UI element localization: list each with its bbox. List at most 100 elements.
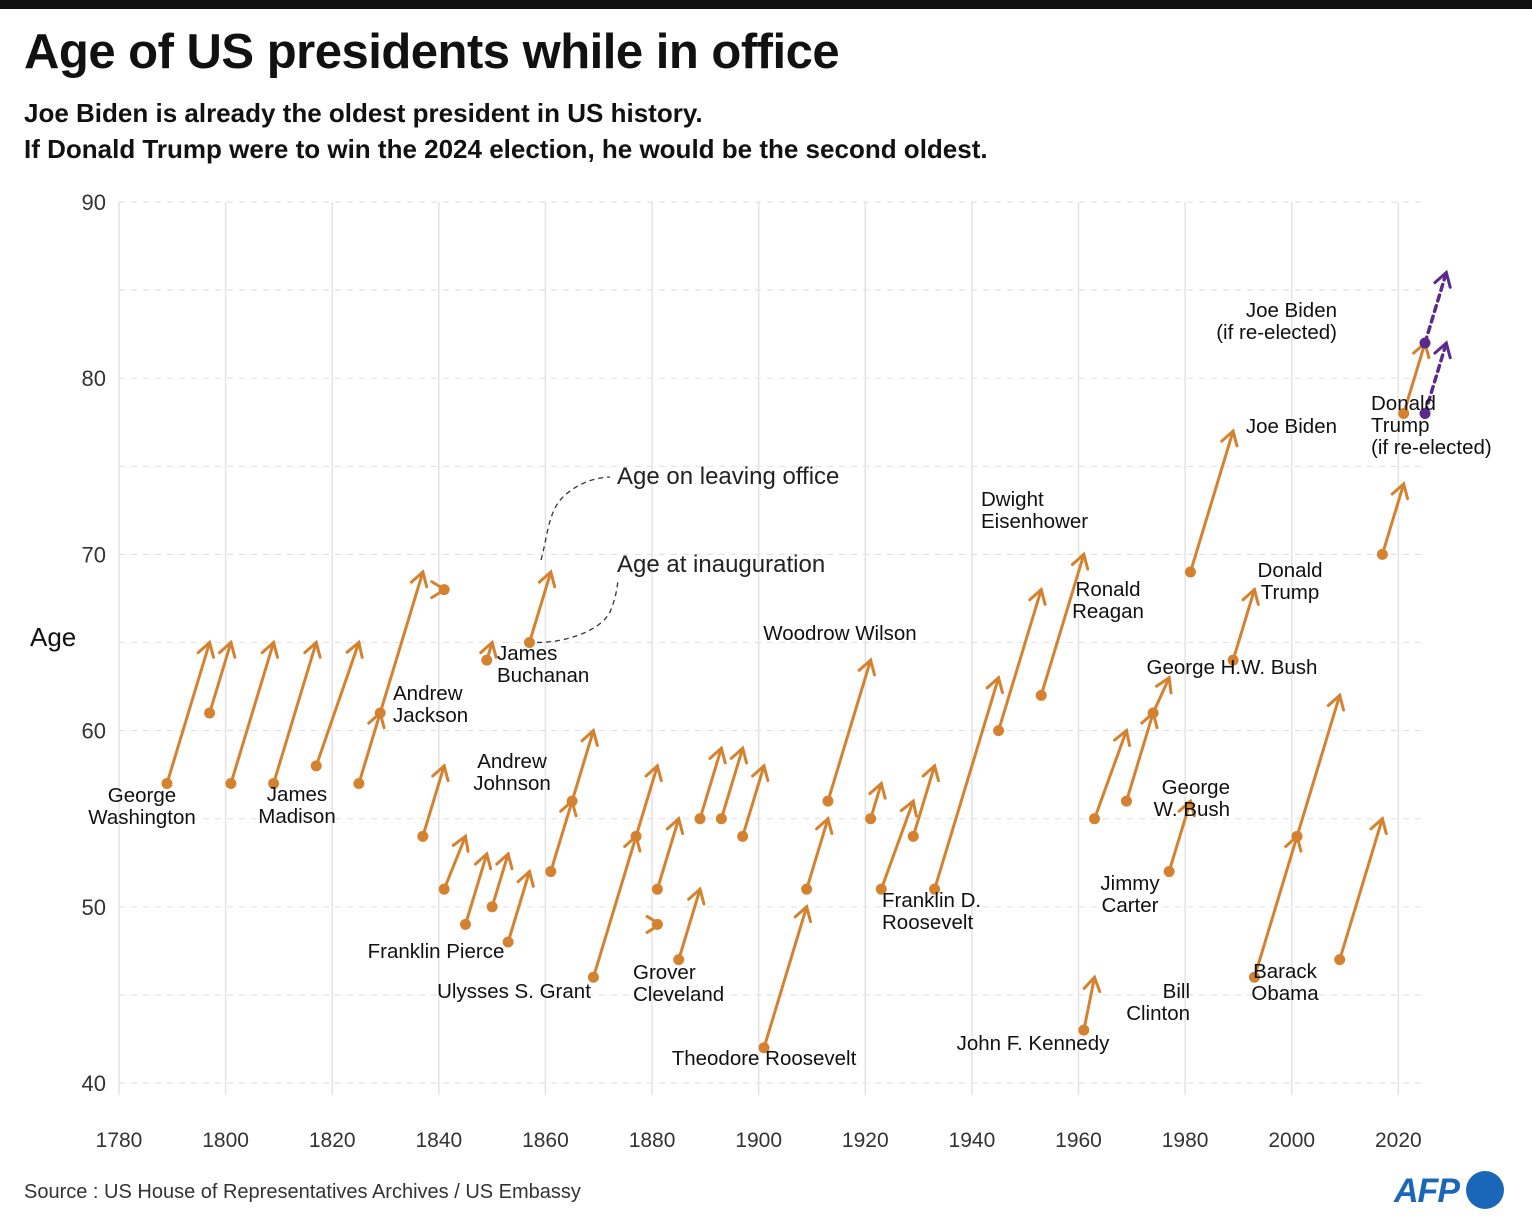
president-arrow xyxy=(417,763,450,842)
arrow-head xyxy=(1369,815,1388,835)
inauguration-dot xyxy=(545,866,557,878)
label-line: Buchanan xyxy=(497,664,589,687)
president-arrow xyxy=(479,639,498,666)
label-line: George H.W. Bush xyxy=(1147,656,1318,679)
projected-arrow xyxy=(1419,340,1452,419)
label-line: Donald xyxy=(1258,559,1323,582)
inauguration-dot xyxy=(1184,566,1196,578)
president-arrow xyxy=(630,763,663,842)
president-label: George W. Bush xyxy=(1154,776,1230,821)
arrow-shaft xyxy=(869,781,883,821)
arrow-shaft xyxy=(1423,270,1449,345)
label-line: Carter xyxy=(1102,894,1159,917)
inauguration-dot xyxy=(1419,407,1431,419)
inauguration-dot xyxy=(929,883,941,895)
inauguration-dot xyxy=(1248,971,1260,983)
arrow-shaft xyxy=(1252,834,1299,979)
president-arrow xyxy=(204,639,237,719)
president-arrow xyxy=(1227,586,1260,666)
arrow-shaft xyxy=(911,764,937,838)
president-arrow xyxy=(523,569,557,648)
president-label: Franklin Pierce xyxy=(368,940,505,963)
x-tick-label: 1920 xyxy=(842,1129,889,1152)
president-label: Joe Biden xyxy=(1246,415,1337,438)
inauguration-dot xyxy=(737,830,749,842)
label-line: W. Bush xyxy=(1154,798,1230,821)
arrow-shaft xyxy=(591,834,638,979)
president-label: Andrew Jackson xyxy=(393,682,468,727)
arrow-shaft xyxy=(357,711,382,785)
top-bar xyxy=(0,0,1532,9)
president-label: George H.W. Bush xyxy=(1147,656,1318,679)
president-arrow xyxy=(1376,481,1410,560)
inauguration-dot xyxy=(673,954,685,966)
label-line: Barack xyxy=(1253,960,1318,983)
arrow-shaft xyxy=(549,799,574,874)
president-arrow xyxy=(502,868,535,948)
label-line: Joe Biden xyxy=(1246,415,1337,438)
label-line: Jackson xyxy=(393,704,468,727)
arrow-shaft xyxy=(1151,676,1171,715)
arrow-head xyxy=(1028,586,1047,606)
arrow-head xyxy=(1433,340,1452,360)
inauguration-dot xyxy=(1398,407,1410,419)
inauguration-dot xyxy=(523,637,535,648)
label-line: Donald xyxy=(1371,392,1436,415)
president-arrow xyxy=(353,710,386,789)
arrow-head xyxy=(644,763,663,783)
arrow-head xyxy=(1070,551,1090,571)
arrow-shaft xyxy=(719,746,745,821)
label-line: Trump xyxy=(1371,414,1429,437)
president-arrow xyxy=(1334,815,1388,966)
president-label: James Madison xyxy=(258,783,336,828)
arrow-head xyxy=(409,569,429,589)
president-arrow xyxy=(651,815,685,895)
label-line: Franklin D. xyxy=(882,889,981,912)
president-label: Theodore Roosevelt xyxy=(672,1047,857,1070)
arrow-shaft xyxy=(1167,799,1192,874)
arrow-shaft xyxy=(442,834,467,891)
x-tick-label: 1820 xyxy=(309,1129,356,1152)
arrow-shaft xyxy=(314,641,361,768)
arrow-head xyxy=(1241,586,1260,606)
arrow-head xyxy=(479,639,498,659)
inauguration-dot xyxy=(758,1042,770,1054)
president-label: Woodrow Wilson xyxy=(763,622,916,645)
label-line: Roosevelt xyxy=(882,911,973,934)
arrow-shaft xyxy=(1423,341,1449,416)
arrow-shaft xyxy=(1231,588,1256,662)
axis-layer: 1780 1800 1820 1840 1860 1880 1900 1920 1940 1960… xyxy=(30,190,1422,1152)
inauguration-dot xyxy=(438,584,450,596)
annotation-leaving: Age on leaving office xyxy=(617,463,839,490)
arrow-shaft xyxy=(490,852,510,909)
president-label: Jimmy Carter xyxy=(1100,872,1160,917)
label-line: Clinton xyxy=(1126,1002,1190,1025)
chart-title: Age of US presidents while in office xyxy=(24,25,840,79)
inauguration-dot xyxy=(651,883,663,895)
arrow-shaft xyxy=(208,641,233,715)
inauguration-dot xyxy=(486,901,498,913)
arrow-head xyxy=(815,815,834,835)
inauguration-dot xyxy=(907,830,919,842)
arrow-head xyxy=(921,763,940,783)
inauguration-dot xyxy=(801,883,813,895)
arrow-shaft xyxy=(1093,729,1128,821)
label-line: Andrew xyxy=(393,682,463,705)
president-arrow xyxy=(310,639,364,772)
arrow-head xyxy=(665,815,685,835)
president-arrow xyxy=(1078,974,1102,1036)
president-arrow xyxy=(545,798,578,878)
president-arrow xyxy=(993,586,1047,737)
president-arrow xyxy=(374,569,429,719)
president-arrow xyxy=(907,763,940,842)
chart-subtitle-line-2: If Donald Trump were to win the 2024 ele… xyxy=(24,134,988,164)
arrow-shaft xyxy=(634,764,659,838)
president-arrow xyxy=(438,833,470,895)
y-tick-label: 80 xyxy=(82,366,106,391)
projected-label: Joe Biden (if re-elected) xyxy=(1216,299,1337,344)
y-tick-label: 50 xyxy=(82,895,106,920)
inauguration-dot xyxy=(268,777,280,789)
president-arrow xyxy=(865,780,887,825)
arrow-shaft xyxy=(570,729,595,803)
inauguration-dot xyxy=(459,918,471,930)
